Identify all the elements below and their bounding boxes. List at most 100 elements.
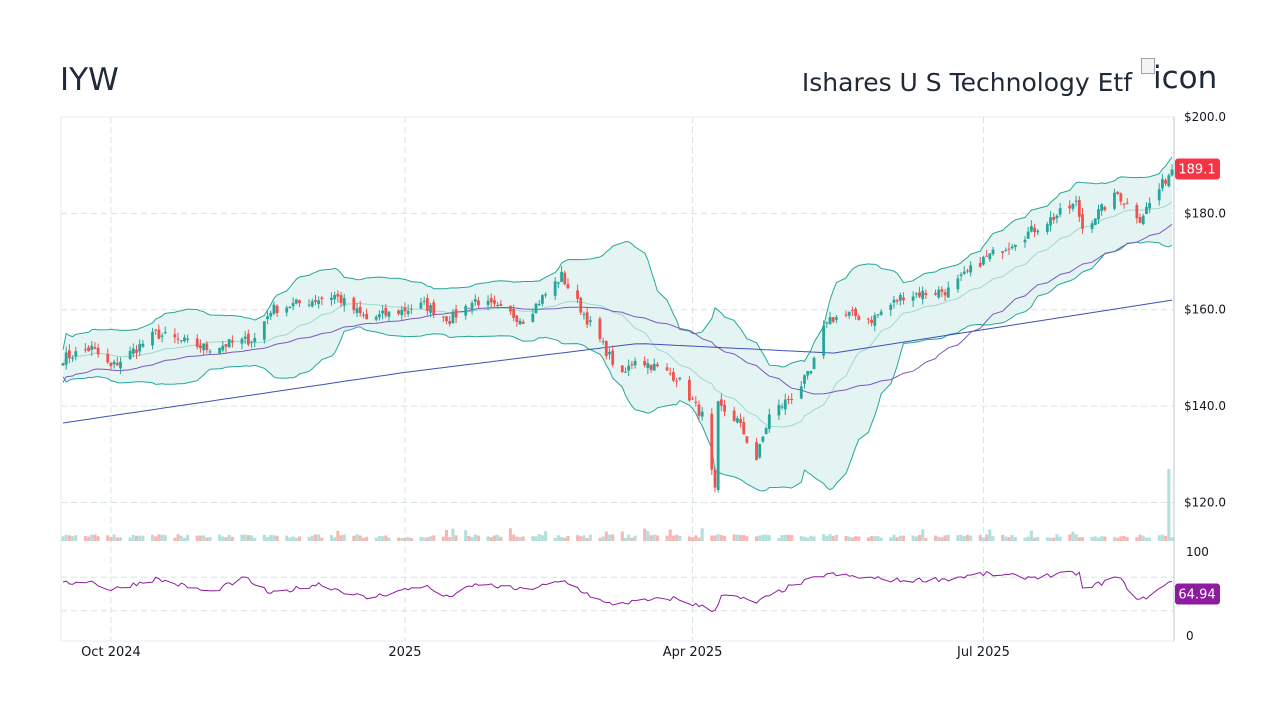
volume-bar [758, 535, 762, 541]
volume-bar [329, 535, 333, 541]
candle-body [1033, 227, 1036, 233]
volume-bar [202, 535, 206, 541]
volume-bar [540, 535, 544, 541]
volume-bar [377, 535, 381, 541]
candle-body [540, 295, 544, 304]
volume-bar [451, 528, 455, 541]
candle-body [333, 294, 337, 300]
volume-bar [269, 534, 273, 541]
candle-body [1161, 178, 1164, 189]
candle-body [362, 314, 365, 316]
candle-body [176, 338, 180, 340]
candle-body [544, 294, 547, 296]
volume-bar [1058, 536, 1062, 541]
volume-bar [649, 535, 653, 541]
volume-bar [630, 537, 634, 541]
candle-body [898, 295, 902, 301]
candle-body [563, 272, 567, 285]
volume-bar [230, 536, 234, 541]
volume-bar [112, 534, 116, 541]
candle-body [266, 316, 269, 320]
volume-bar [991, 536, 995, 541]
candle-body [579, 297, 583, 313]
volume-bar [205, 537, 209, 541]
candle-body [700, 411, 704, 417]
candle-body [64, 352, 68, 365]
band-middle-line [62, 200, 1173, 428]
candle-body [611, 350, 615, 365]
candle-body [74, 351, 78, 357]
candle-body [406, 310, 410, 314]
band-upper-line [62, 156, 1173, 368]
volume-bar [1036, 536, 1040, 541]
candle-body [288, 307, 292, 309]
candle-body [208, 351, 212, 353]
candle-body [854, 308, 857, 317]
volume-bar [221, 536, 225, 541]
candle-body [489, 298, 493, 303]
candle-body [310, 301, 314, 307]
volume-bar [1160, 534, 1164, 541]
volume-bar [119, 537, 123, 541]
volume-bar [902, 535, 906, 541]
volume-bar [598, 537, 602, 541]
candle-body [1148, 202, 1152, 209]
x-tick-label: Jul 2025 [956, 645, 1010, 660]
volume-bar [285, 535, 289, 541]
volume-bar [1049, 537, 1053, 541]
candle-body [889, 304, 893, 310]
volume-bar [710, 535, 714, 541]
candle-body [777, 404, 781, 416]
volume-bar [1167, 469, 1171, 541]
candle-body [934, 292, 937, 295]
candle-body [186, 338, 190, 340]
volume-bar [739, 535, 743, 541]
volume-bar [310, 535, 314, 541]
volume-bar [694, 535, 698, 541]
volume-bar [790, 535, 794, 541]
candle-body [851, 309, 854, 311]
candle-body [678, 377, 682, 380]
volume-bar [1077, 537, 1081, 541]
candle-body [1074, 200, 1078, 202]
volume-bar [911, 535, 915, 541]
volume-bar [812, 536, 816, 541]
volume-bar [873, 536, 877, 541]
volume-bar [700, 528, 704, 541]
candle-body [755, 442, 758, 461]
volume-bar [646, 531, 650, 541]
volume-bar [1052, 537, 1056, 541]
volume-bar [735, 534, 739, 541]
candle-body [227, 339, 231, 348]
candle-body [397, 310, 400, 314]
candle-body [272, 304, 276, 314]
volume-bar [336, 530, 340, 541]
volume-bar [496, 534, 500, 541]
candle-body [713, 469, 717, 488]
candle-body [1052, 216, 1056, 220]
candle-body [496, 305, 500, 307]
candle-body [403, 307, 407, 312]
candle-body [780, 406, 784, 408]
volume-bar [1007, 537, 1011, 541]
volume-bar [272, 535, 276, 541]
candle-body [1164, 180, 1168, 184]
volume-bar [512, 534, 516, 541]
volume-bar [678, 535, 682, 541]
candle-body [374, 316, 378, 320]
volume-bar [1112, 536, 1116, 541]
band-lower-line [62, 241, 1173, 492]
candle-body [1103, 207, 1107, 211]
volume-bar [1170, 537, 1174, 541]
volume-bar [179, 535, 183, 541]
rsi-tick-label: 0 [1186, 629, 1194, 643]
candle-body [240, 338, 244, 344]
volume-bar [898, 535, 902, 541]
volume-bar [429, 536, 433, 541]
volume-bar [135, 535, 139, 541]
volume-bar [825, 535, 829, 541]
volume-bar [719, 535, 723, 541]
volume-bar [608, 534, 612, 541]
volume-bar [1096, 537, 1100, 541]
